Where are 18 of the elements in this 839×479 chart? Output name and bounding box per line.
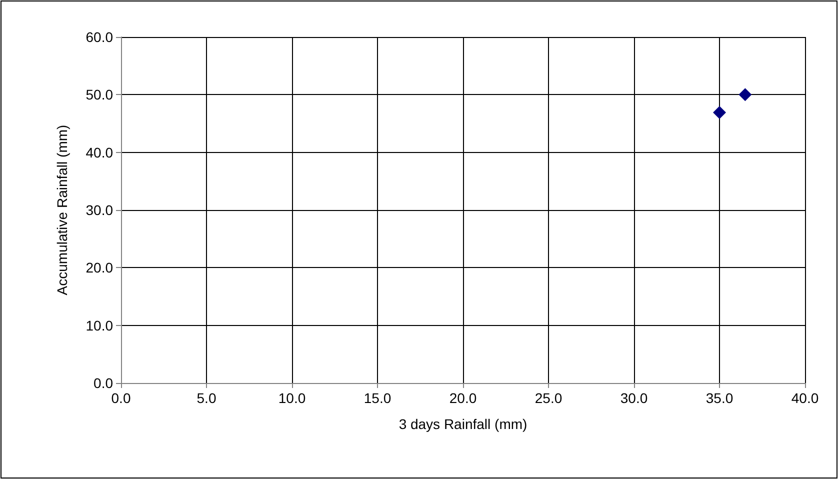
x-axis-title: 3 days Rainfall (mm) bbox=[398, 416, 528, 432]
x-tick-label: 0.0 bbox=[111, 390, 131, 406]
y-tick-label: 30.0 bbox=[86, 202, 114, 218]
y-tick-label: 50.0 bbox=[86, 86, 114, 103]
x-tick-label: 35.0 bbox=[706, 390, 734, 406]
y-tick-label: 60.0 bbox=[86, 29, 114, 45]
x-tick-label: 30.0 bbox=[620, 390, 648, 406]
x-tick-label: 40.0 bbox=[791, 390, 819, 406]
x-tick-label: 20.0 bbox=[449, 390, 477, 406]
x-tick-label: 10.0 bbox=[278, 390, 306, 406]
y-tick-label: 0.0 bbox=[94, 375, 114, 391]
y-tick-label: 10.0 bbox=[86, 317, 114, 334]
y-tick-label: 20.0 bbox=[86, 260, 114, 276]
y-axis-title: Accumulative Rainfall (mm) bbox=[54, 124, 70, 296]
x-tick-label: 15.0 bbox=[364, 390, 392, 406]
x-tick-label: 25.0 bbox=[534, 390, 562, 406]
y-tick-label: 40.0 bbox=[86, 144, 114, 160]
x-tick-label: 5.0 bbox=[196, 390, 216, 406]
